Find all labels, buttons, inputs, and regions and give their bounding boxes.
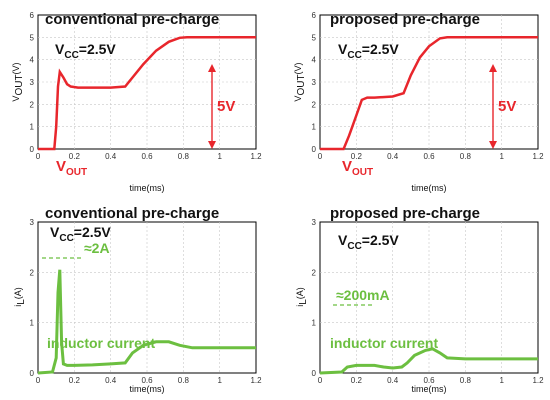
y-tick-label: 2 [312, 100, 317, 109]
vcc-label: VCC=2.5V [55, 41, 116, 61]
series-line-inductor-current [319, 347, 538, 375]
x-axis-label: time(ms) [130, 384, 165, 394]
y-tick-label: 0 [30, 369, 35, 378]
x-tick-label: 0.2 [69, 376, 81, 385]
amplitude-arrow [489, 64, 497, 149]
x-tick-label: 0.6 [141, 152, 153, 161]
y-axis-label: VOUT(V) [293, 62, 307, 101]
y-axis-label: iL(A) [13, 287, 27, 307]
x-tick-label: 0.8 [460, 152, 472, 161]
y-tick-label: 2 [312, 268, 317, 277]
y-tick-label: 6 [30, 11, 35, 20]
panel-conventional-vout: 0 0.2 0.4 0.6 0.8 1 1.2 0 1 2 3 4 5 6 time(ms) VOUT(V… [11, 11, 262, 193]
y-tick-label: 0 [312, 145, 317, 154]
grid [320, 222, 538, 373]
x-tick-label: 1 [217, 152, 222, 161]
x-tick-label: 0.2 [69, 152, 81, 161]
panel-title: conventional pre-charge [45, 205, 219, 222]
amplitude-label: 5V [217, 98, 235, 115]
panel-title: proposed pre-charge [330, 11, 480, 28]
y-tick-label: 3 [312, 78, 317, 87]
series-line-vout [38, 36, 256, 151]
peak-label: ≈2A [84, 240, 110, 256]
x-tick-label: 0.2 [351, 376, 363, 385]
panel-title: proposed pre-charge [330, 205, 480, 222]
series-label: VOUT [342, 158, 373, 178]
x-tick-label: 1.2 [532, 376, 544, 385]
x-axis-label: time(ms) [412, 183, 447, 193]
y-axis-label: iL(A) [295, 287, 309, 307]
y-tick-label: 2 [30, 268, 35, 277]
x-tick-label: 0 [36, 376, 41, 385]
series-line-vout [320, 36, 538, 151]
x-tick-label: 0.8 [460, 376, 472, 385]
series-line-inductor-current [37, 269, 256, 375]
ticks: 0 0.2 0.4 0.6 0.8 1 1.2 0 1 2 3 4 5 6 [30, 11, 263, 161]
series-label: inductor current [330, 335, 438, 351]
y-axis-label: VOUT(V) [11, 62, 25, 101]
x-tick-label: 0.6 [423, 152, 435, 161]
x-tick-label: 1 [499, 152, 504, 161]
y-tick-label: 5 [30, 33, 35, 42]
panel-title: conventional pre-charge [45, 11, 219, 28]
y-tick-label: 2 [30, 100, 35, 109]
y-tick-label: 5 [312, 33, 317, 42]
x-tick-label: 0.4 [387, 152, 399, 161]
x-axis-label: time(ms) [130, 183, 165, 193]
x-tick-label: 0.6 [423, 376, 435, 385]
vcc-label: VCC=2.5V [50, 224, 111, 244]
x-tick-label: 1 [217, 376, 222, 385]
peak-label: ≈200mA [336, 287, 390, 303]
x-tick-label: 0.4 [105, 152, 117, 161]
y-tick-label: 1 [312, 123, 317, 132]
y-tick-label: 3 [30, 78, 35, 87]
y-tick-label: 0 [30, 145, 35, 154]
y-tick-label: 3 [30, 218, 35, 227]
ticks: 0 0.2 0.4 0.6 0.8 1 1.2 0 1 2 3 4 5 6 [312, 11, 545, 161]
x-tick-label: 1.2 [250, 152, 262, 161]
x-tick-label: 0.8 [178, 376, 190, 385]
y-tick-label: 4 [312, 56, 317, 65]
ticks: 0 0.2 0.4 0.6 0.8 1 1.2 0 1 2 3 [312, 218, 545, 385]
x-tick-label: 0 [318, 152, 323, 161]
panel-proposed-il: 0 0.2 0.4 0.6 0.8 1 1.2 0 1 2 3 time(ms) iL(A) pro… [295, 205, 544, 394]
vcc-label: VCC=2.5V [338, 41, 399, 61]
x-tick-label: 0.6 [141, 376, 153, 385]
vcc-label: VCC=2.5V [338, 232, 399, 252]
y-tick-label: 6 [312, 11, 317, 20]
y-tick-label: 3 [312, 218, 317, 227]
x-tick-label: 0.4 [105, 376, 117, 385]
x-tick-label: 1 [499, 376, 504, 385]
x-tick-label: 0.4 [387, 376, 399, 385]
amplitude-arrow [208, 64, 216, 149]
ticks: 0 0.2 0.4 0.6 0.8 1 1.2 0 1 2 3 [30, 218, 263, 385]
y-tick-label: 1 [312, 319, 317, 328]
x-tick-label: 0 [36, 152, 41, 161]
series-label: inductor current [47, 335, 155, 351]
x-tick-label: 0 [318, 376, 323, 385]
x-axis-label: time(ms) [412, 384, 447, 394]
y-tick-label: 1 [30, 319, 35, 328]
y-tick-label: 4 [30, 56, 35, 65]
amplitude-label: 5V [498, 98, 516, 115]
y-tick-label: 1 [30, 123, 35, 132]
x-tick-label: 1.2 [532, 152, 544, 161]
series-label: VOUT [56, 158, 87, 178]
panel-conventional-il: 0 0.2 0.4 0.6 0.8 1 1.2 0 1 2 3 time(ms) iL(A) con… [13, 205, 262, 394]
x-tick-label: 1.2 [250, 376, 262, 385]
y-tick-label: 0 [312, 369, 317, 378]
x-tick-label: 0.2 [351, 152, 363, 161]
panel-proposed-vout: 0 0.2 0.4 0.6 0.8 1 1.2 0 1 2 3 4 5 6 time(ms) VOUT(V… [293, 11, 544, 193]
x-tick-label: 0.8 [178, 152, 190, 161]
